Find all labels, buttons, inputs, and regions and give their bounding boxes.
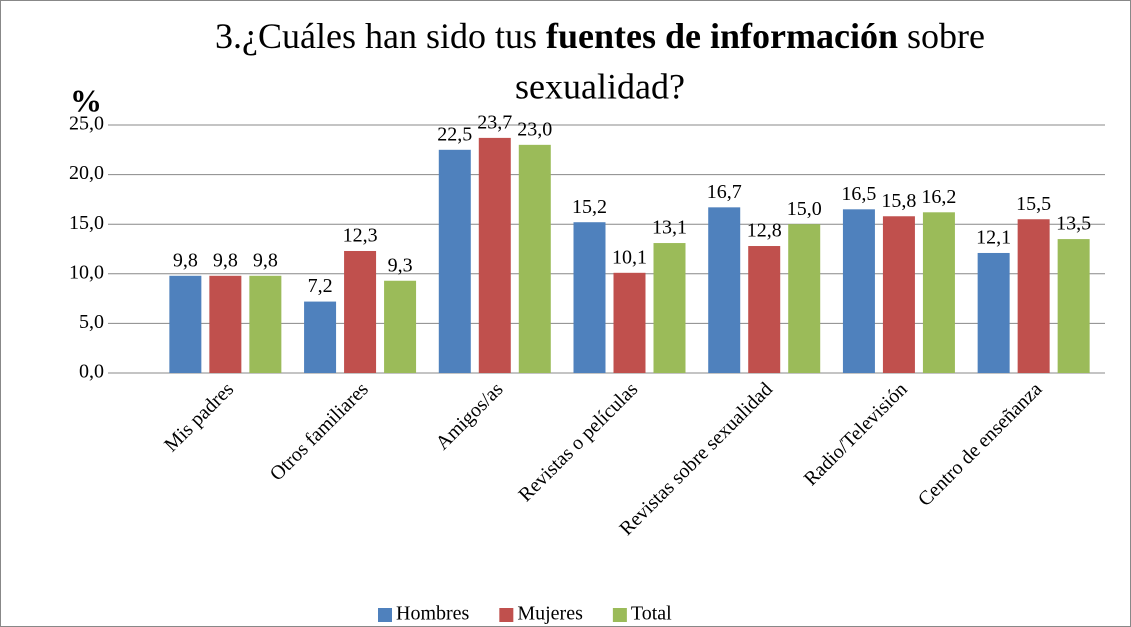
y-tick-label: 0,0 xyxy=(79,361,104,383)
chart-title: 3.¿Cuáles han sido tus fuentes de inform… xyxy=(215,16,985,56)
legend-swatch xyxy=(499,608,514,622)
data-label: 15,5 xyxy=(1016,193,1051,215)
y-tick-label: 5,0 xyxy=(79,311,104,333)
data-label: 9,8 xyxy=(213,249,238,271)
data-label: 23,0 xyxy=(517,118,552,140)
data-label: 16,2 xyxy=(921,186,956,208)
bar xyxy=(518,144,551,373)
bar xyxy=(613,272,646,373)
bar xyxy=(922,212,955,373)
bar xyxy=(708,207,741,373)
data-label: 7,2 xyxy=(308,275,333,297)
bar xyxy=(788,224,821,373)
data-label: 15,0 xyxy=(787,198,822,220)
bar xyxy=(304,301,337,373)
data-label: 13,1 xyxy=(652,217,687,239)
legend-label: Hombres xyxy=(396,603,470,625)
bar xyxy=(977,252,1010,373)
data-label: 9,3 xyxy=(388,254,413,276)
y-tick-label: 25,0 xyxy=(69,113,104,135)
data-label: 12,1 xyxy=(976,227,1011,249)
title-part: fuentes de información xyxy=(546,16,898,56)
data-label: 15,2 xyxy=(572,196,607,218)
data-label: 13,5 xyxy=(1056,213,1091,235)
bar xyxy=(882,216,915,373)
title-part: sobre xyxy=(907,16,985,56)
data-label: 23,7 xyxy=(477,111,512,133)
legend-label: Total xyxy=(631,603,672,625)
data-label: 16,7 xyxy=(707,181,742,203)
bar xyxy=(344,250,377,373)
legend-swatch xyxy=(378,608,392,622)
y-axis-label: % xyxy=(70,82,102,118)
y-tick-label: 15,0 xyxy=(69,212,104,234)
bar xyxy=(438,149,471,373)
bar xyxy=(478,137,511,373)
data-label: 10,1 xyxy=(612,246,647,268)
y-tick-label: 10,0 xyxy=(69,261,104,283)
data-label: 9,8 xyxy=(253,249,278,271)
title-part: 3.¿Cuáles han sido tus xyxy=(215,16,537,56)
data-label: 9,8 xyxy=(173,249,198,271)
bar xyxy=(573,222,606,373)
bar xyxy=(842,209,875,373)
legend-swatch xyxy=(612,608,627,622)
chart-title: sexualidad? xyxy=(515,66,685,106)
bar xyxy=(1017,219,1050,373)
data-label: 12,3 xyxy=(343,225,378,247)
data-label: 22,5 xyxy=(437,123,472,145)
bar xyxy=(748,246,781,373)
bar xyxy=(1057,239,1090,373)
bar xyxy=(653,243,686,373)
bar xyxy=(249,275,282,373)
bar xyxy=(384,280,417,373)
data-label: 16,5 xyxy=(841,183,876,205)
data-label: 15,8 xyxy=(881,190,916,212)
data-label: 12,8 xyxy=(747,220,782,242)
bar xyxy=(209,275,242,373)
y-tick-label: 20,0 xyxy=(69,162,104,184)
bar xyxy=(169,275,202,373)
legend-label: Mujeres xyxy=(517,603,583,625)
